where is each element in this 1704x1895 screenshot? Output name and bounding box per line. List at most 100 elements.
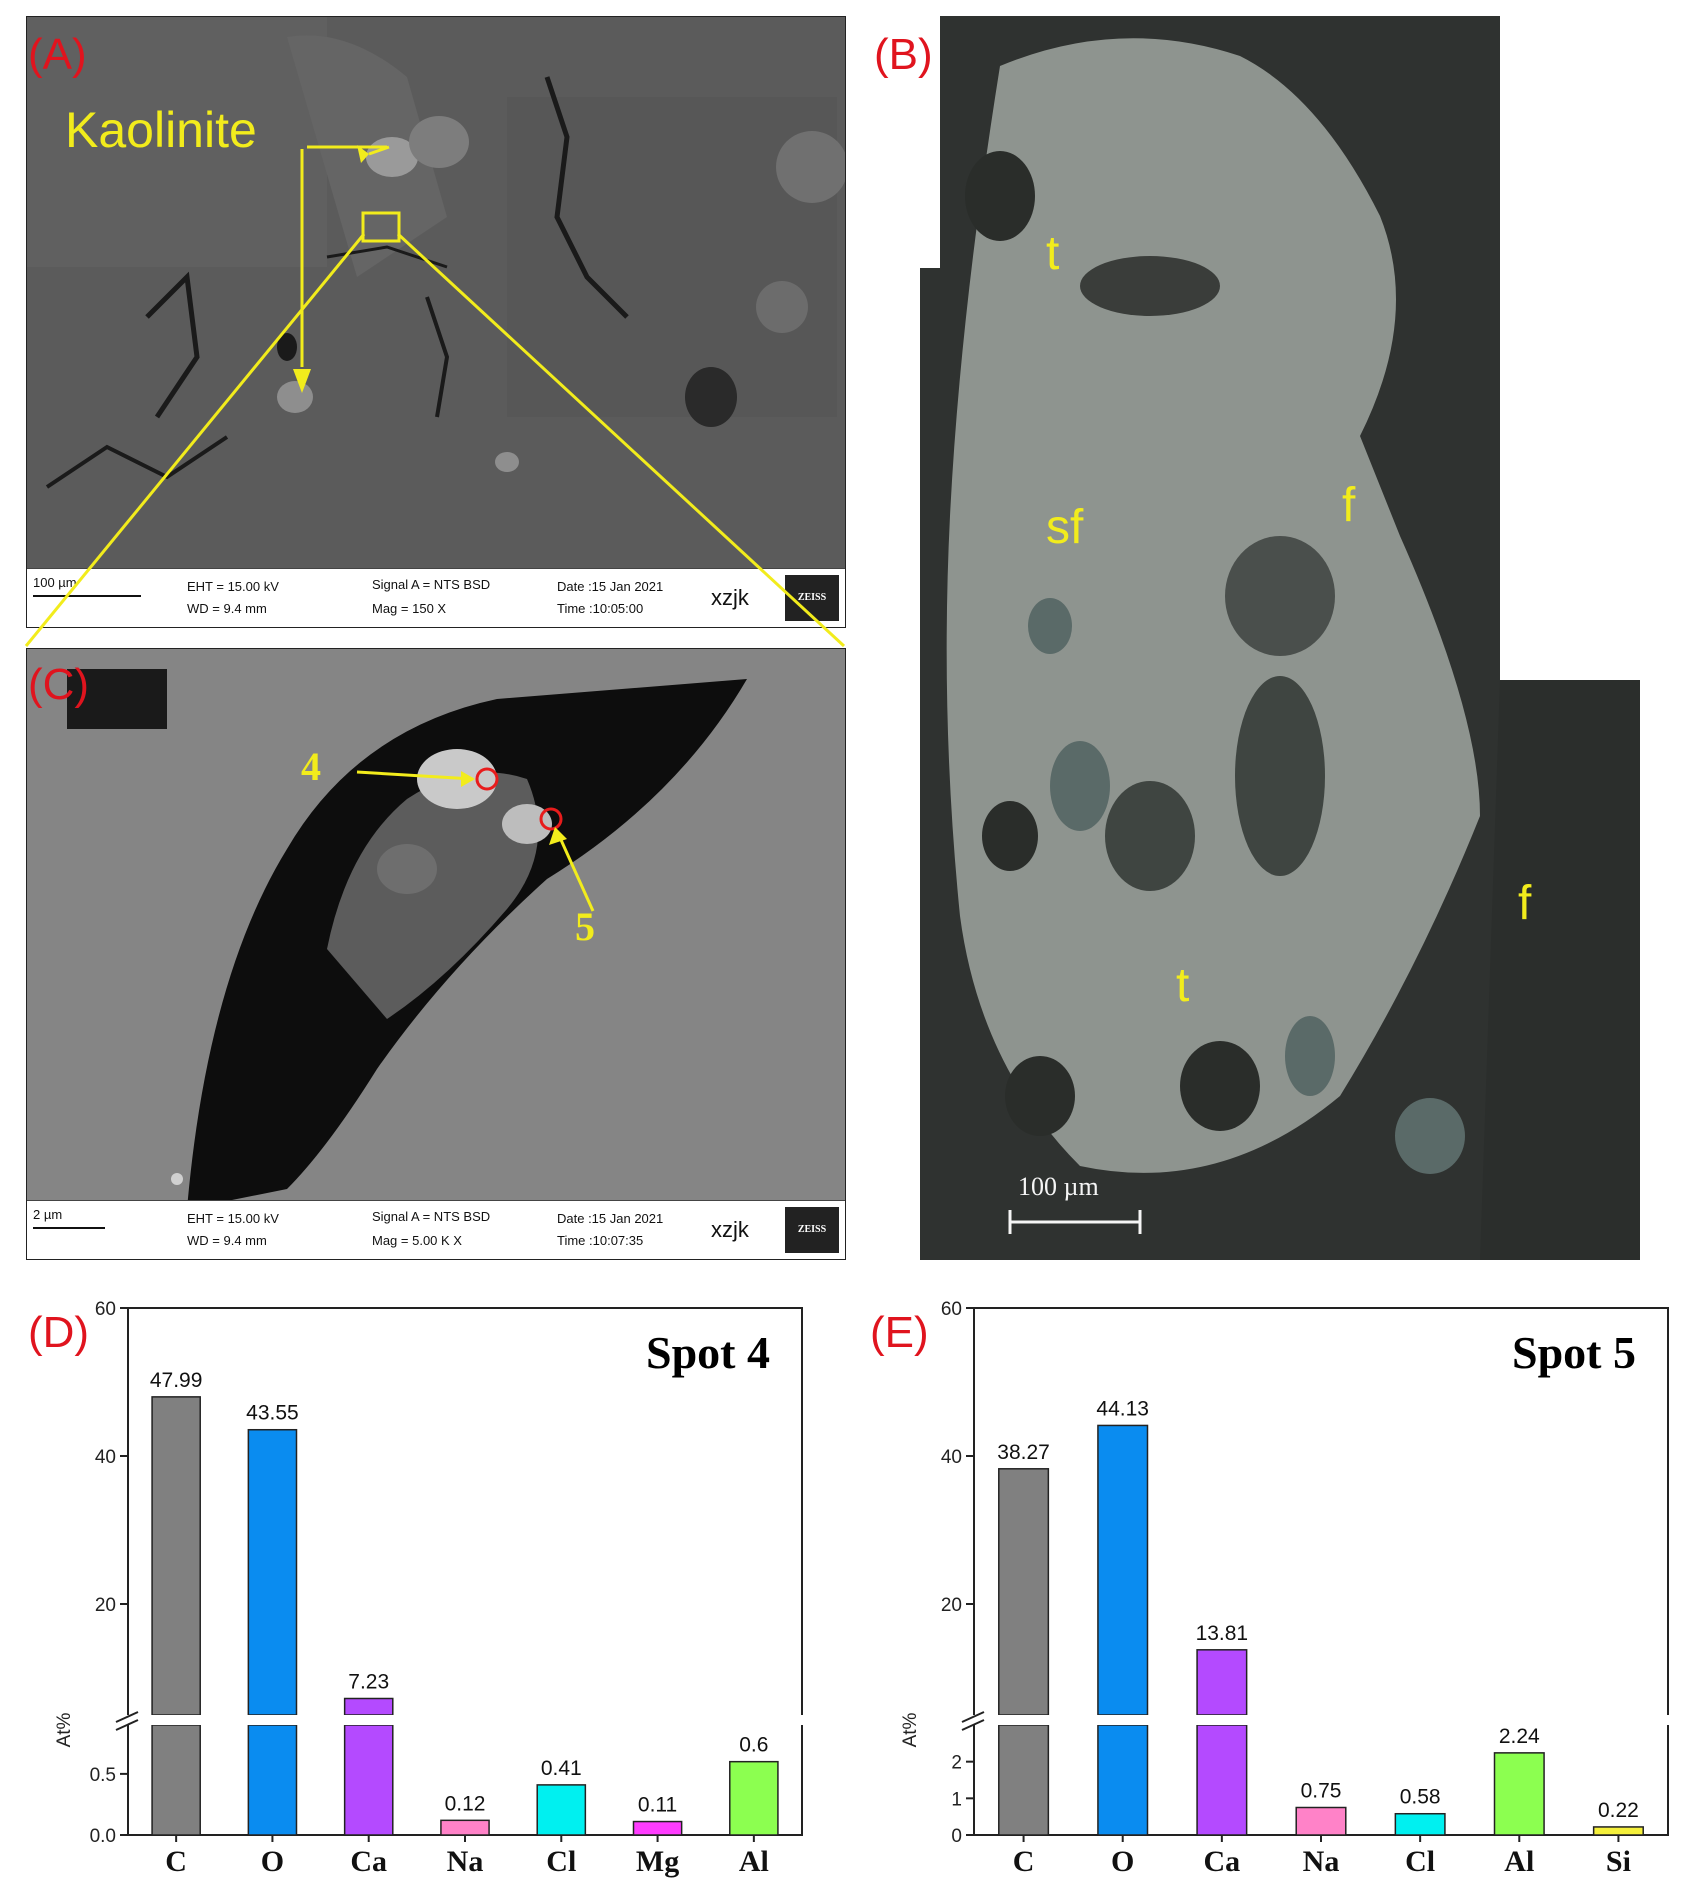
bar-cl xyxy=(536,1784,587,1836)
y-tick-label: 2 xyxy=(951,1753,962,1774)
annotation-sf: sf xyxy=(1046,501,1084,554)
zeiss-logo: ZEISS xyxy=(785,1207,839,1253)
bar-value-label: 7.23 xyxy=(348,1670,389,1693)
bar-value-label: 13.81 xyxy=(1196,1622,1249,1645)
bar-value-label: 2.24 xyxy=(1499,1725,1540,1748)
x-tick-label: Ca xyxy=(350,1845,387,1878)
spot-label-4: 4 xyxy=(301,744,321,789)
axis-break-band xyxy=(114,1715,804,1725)
x-tick-label: Na xyxy=(447,1845,484,1878)
y-tick-label: 60 xyxy=(95,1299,116,1320)
bar-value-label: 0.11 xyxy=(638,1794,677,1817)
bar-o xyxy=(247,1428,298,1716)
bar-value-label: 44.13 xyxy=(1096,1397,1149,1420)
spot-label-5: 5 xyxy=(575,904,595,949)
axis-break-mark xyxy=(961,1719,985,1731)
bar-chart-spot-4: Spot 4 At% 20 40 60 0.0 0.5 47.99 C 43.55 O 7.23 Ca 0… xyxy=(54,1299,804,1878)
bar-o xyxy=(1097,1424,1149,1716)
panel-label-d: (D) xyxy=(28,1308,90,1357)
y-tick-label: 20 xyxy=(941,1595,962,1616)
scale-bar xyxy=(33,595,141,597)
sem-image-c: 4 5 2 µm EHT = 15.00 kV WD = 9.4 mm Sign… xyxy=(26,648,846,1260)
scale-bar xyxy=(33,1227,105,1229)
bar-mg xyxy=(632,1820,683,1836)
annotation-kaolinite: Kaolinite xyxy=(65,102,257,158)
bar-al xyxy=(1493,1752,1545,1836)
bar-value-label: 0.6 xyxy=(739,1734,768,1757)
mag-value: Mag = 150 X xyxy=(372,601,447,616)
bar-si xyxy=(1592,1826,1644,1836)
zoom-lines xyxy=(24,232,846,648)
x-tick-label: Cl xyxy=(1405,1845,1435,1878)
y-tick-label: 1 xyxy=(951,1789,962,1810)
bar-na xyxy=(1295,1806,1347,1836)
plot-frame xyxy=(973,1307,1669,1836)
y-tick-label: 0.5 xyxy=(90,1765,116,1786)
y-tick-label: 60 xyxy=(941,1299,962,1320)
chart-title: Spot 4 xyxy=(646,1327,770,1378)
annotation-t-top: t xyxy=(1046,227,1060,280)
bar-cl xyxy=(1394,1812,1446,1836)
bar-c xyxy=(151,1396,201,1716)
annotation-f-right: f xyxy=(1518,877,1532,930)
signal-value: Signal A = NTS BSD xyxy=(372,1209,491,1224)
bar-al xyxy=(729,1760,779,1836)
axis-break-band xyxy=(960,1715,1670,1725)
bar-o-lower xyxy=(1097,1724,1149,1836)
bar-value-label: 0.41 xyxy=(541,1757,582,1780)
operator-label: xzjk xyxy=(711,585,749,610)
bar-value-label: 0.22 xyxy=(1598,1799,1639,1822)
panel-label-c: (C) xyxy=(28,660,90,709)
sem-image-c-texture xyxy=(27,649,845,1209)
axis-break-mark xyxy=(115,1719,139,1731)
sem-info-bar-c: 2 µm EHT = 15.00 kV WD = 9.4 mm Signal A… xyxy=(27,1200,845,1259)
wd-value: WD = 9.4 mm xyxy=(187,1233,267,1248)
bar-value-label: 47.99 xyxy=(150,1369,203,1392)
bar-c-lower xyxy=(151,1724,201,1836)
scale-label-b: 100 µm xyxy=(1018,1172,1099,1201)
signal-value: Signal A = NTS BSD xyxy=(372,577,491,592)
sem-info-bar-a: 100 µm EHT = 15.00 kV WD = 9.4 mm Signal… xyxy=(27,568,845,627)
panel-label-b: (B) xyxy=(874,30,933,79)
bar-value-label: 0.75 xyxy=(1301,1780,1342,1803)
y-tick-label: 40 xyxy=(95,1447,116,1468)
panel-label-e: (E) xyxy=(870,1308,929,1357)
x-tick-label: O xyxy=(1111,1845,1134,1878)
y-tick-label: 40 xyxy=(941,1447,962,1468)
bar-chart-spot-5: Spot 5 At% 20 40 60 0 1 2 38.27 C 44.13 O 13.81 Ca 0.7… xyxy=(900,1299,1670,1878)
plot-frame xyxy=(127,1307,803,1836)
time-value: Time :10:07:35 xyxy=(557,1233,644,1248)
date-value: Date :15 Jan 2021 xyxy=(557,1211,664,1226)
y-tick-label: 0 xyxy=(951,1826,962,1847)
bar-value-label: 0.58 xyxy=(1400,1786,1441,1809)
operator-label: xzjk xyxy=(711,1217,749,1242)
optical-image-b: t sf f f t 100 µm xyxy=(920,16,1640,1260)
x-tick-label: Al xyxy=(1504,1845,1534,1878)
y-tick-label: 0.0 xyxy=(90,1826,116,1847)
bar-na xyxy=(440,1819,490,1836)
y-axis-label: At% xyxy=(54,1712,75,1747)
panel-label-a: (A) xyxy=(28,30,87,79)
x-tick-label: Si xyxy=(1606,1845,1631,1878)
x-tick-label: O xyxy=(261,1845,284,1878)
mag-value: Mag = 5.00 K X xyxy=(372,1233,462,1248)
bar-ca xyxy=(343,1697,394,1716)
y-axis-label: At% xyxy=(900,1712,921,1747)
x-tick-label: Mg xyxy=(636,1845,679,1878)
x-tick-label: Al xyxy=(739,1845,769,1878)
eht-value: EHT = 15.00 kV xyxy=(187,579,279,594)
x-tick-label: Na xyxy=(1303,1845,1340,1878)
bar-ca xyxy=(1196,1649,1248,1716)
wd-value: WD = 9.4 mm xyxy=(187,601,267,616)
x-tick-label: C xyxy=(165,1845,187,1878)
bar-ca-lower xyxy=(343,1724,394,1836)
bar-c xyxy=(998,1468,1050,1716)
axis-break-mark xyxy=(961,1711,985,1723)
bar-value-label: 0.12 xyxy=(445,1792,486,1815)
bar-value-label: 43.55 xyxy=(246,1402,299,1425)
time-value: Time :10:05:00 xyxy=(557,601,644,616)
bar-value-label: 38.27 xyxy=(997,1441,1050,1464)
x-tick-label: C xyxy=(1013,1845,1035,1878)
x-tick-label: Ca xyxy=(1204,1845,1241,1878)
date-value: Date :15 Jan 2021 xyxy=(557,579,664,594)
